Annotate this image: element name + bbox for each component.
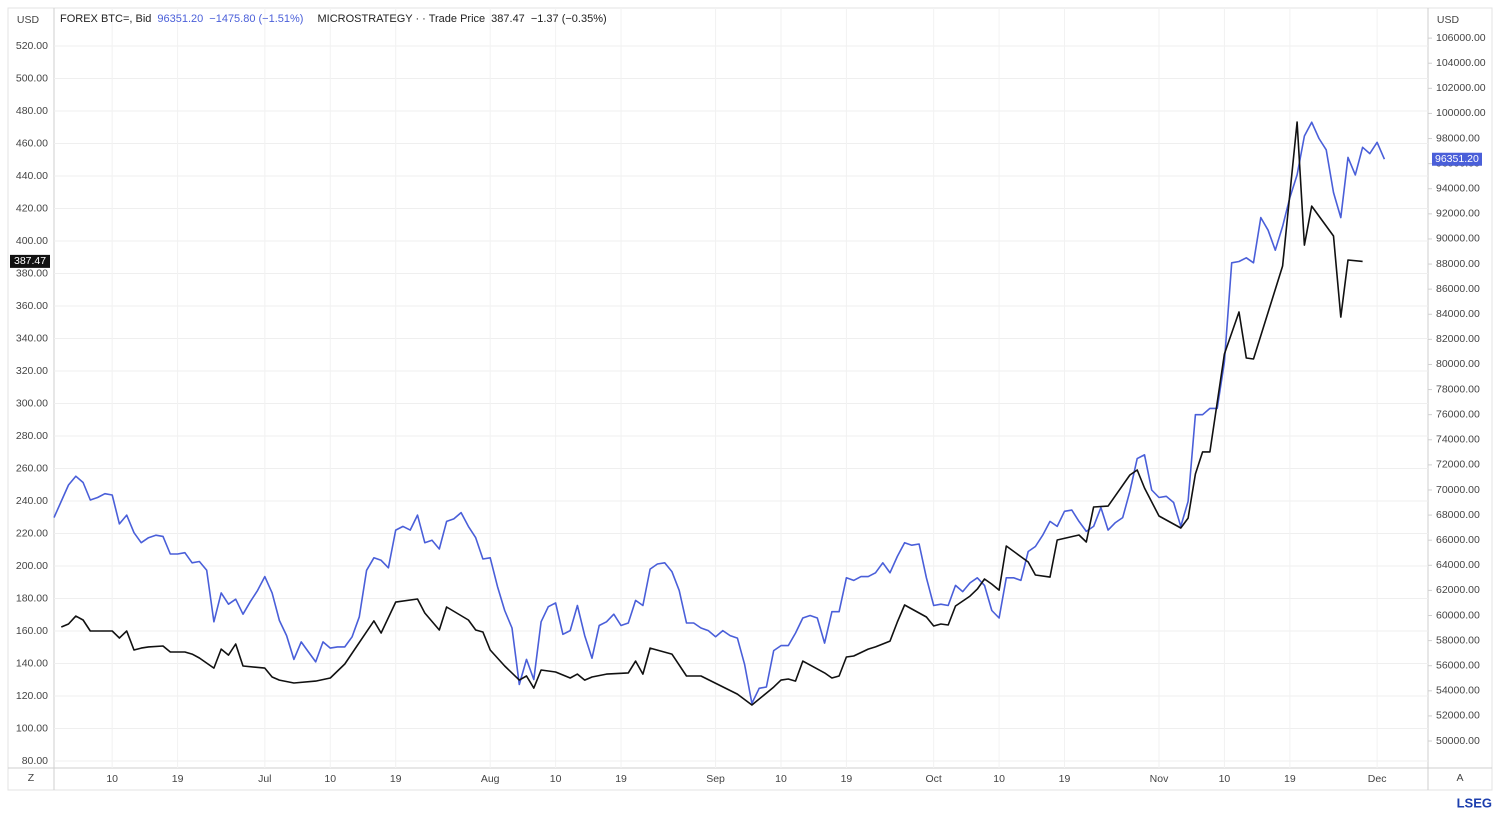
price-tag-label: 387.47 (14, 255, 46, 267)
y-tick-label: 480.00 (16, 105, 48, 117)
y2-tick-label: 54000.00 (1436, 685, 1480, 697)
y2-tick-label: 84000.00 (1436, 308, 1480, 320)
y2-tick-label: 76000.00 (1436, 408, 1480, 420)
y2-tick-label: 68000.00 (1436, 509, 1480, 521)
y2-tick-label: 72000.00 (1436, 459, 1480, 471)
y2-tick-label: 106000.00 (1436, 32, 1486, 44)
y2-tick-label: 88000.00 (1436, 258, 1480, 270)
price-tag (1432, 152, 1482, 166)
x-tick-label: Nov (1150, 773, 1169, 785)
y-tick-label: 280.00 (16, 430, 48, 442)
y2-tick-label: 50000.00 (1436, 735, 1480, 747)
y-tick-label: 180.00 (16, 592, 48, 604)
right-button[interactable]: A (1456, 772, 1463, 784)
legend-name: MICROSTRATEGY · · Trade Price (317, 13, 486, 25)
y-unit: USD (17, 14, 40, 26)
y2-tick-label: 102000.00 (1436, 82, 1486, 94)
y2-tick-label: 78000.00 (1436, 383, 1480, 395)
y-tick-label: 380.00 (16, 267, 48, 279)
y2-tick-label: 64000.00 (1436, 559, 1480, 571)
y-tick-label: 200.00 (16, 560, 48, 572)
y-tick-label: 140.00 (16, 657, 48, 669)
y-tick-label: 240.00 (16, 495, 48, 507)
x-tick-label: 19 (615, 773, 627, 785)
x-tick-label: 19 (1059, 773, 1071, 785)
y-tick-label: 120.00 (16, 690, 48, 702)
y-tick-label: 220.00 (16, 527, 48, 539)
x-tick-label: 10 (1219, 773, 1231, 785)
legend-quote: 387.47 (491, 13, 525, 25)
y-tick-label: 500.00 (16, 72, 48, 84)
x-tick-label: 10 (324, 773, 336, 785)
price-tag (10, 254, 50, 268)
y2-tick-label: 62000.00 (1436, 584, 1480, 596)
y2-tick-label: 82000.00 (1436, 333, 1480, 345)
y-tick-label: 160.00 (16, 625, 48, 637)
y-tick-label: 520.00 (16, 40, 48, 52)
y2-tick-label: 92000.00 (1436, 208, 1480, 220)
x-tick-label: 19 (390, 773, 402, 785)
x-tick-label: 10 (993, 773, 1005, 785)
y-tick-label: 420.00 (16, 202, 48, 214)
y-tick-label: 320.00 (16, 365, 48, 377)
y2-tick-label: 80000.00 (1436, 358, 1480, 370)
y-tick-label: 460.00 (16, 137, 48, 149)
x-tick-label: Oct (925, 773, 941, 785)
y-tick-label: 340.00 (16, 332, 48, 344)
brand-logo: LSEG (1457, 795, 1492, 810)
y-tick-label: 100.00 (16, 722, 48, 734)
y-tick-label: 440.00 (16, 170, 48, 182)
y2-tick-label: 58000.00 (1436, 634, 1480, 646)
x-tick-label: 19 (841, 773, 853, 785)
y-tick-label: 80.00 (22, 755, 48, 767)
y-tick-label: 300.00 (16, 397, 48, 409)
x-tick-label: Aug (481, 773, 500, 785)
left-button[interactable]: Z (28, 772, 35, 784)
x-tick-label: 19 (172, 773, 184, 785)
y2-tick-label: 74000.00 (1436, 434, 1480, 446)
y2-tick-label: 52000.00 (1436, 710, 1480, 722)
y2-tick-label: 70000.00 (1436, 484, 1480, 496)
x-tick-label: 19 (1284, 773, 1296, 785)
legend-quote: 96351.20 (157, 13, 204, 25)
price-tag-label: 96351.20 (1435, 153, 1479, 165)
series-line (60, 121, 1363, 706)
y2-tick-label: 56000.00 (1436, 659, 1480, 671)
legend-change: −1475.80 (−1.51%) (209, 13, 304, 25)
y2-tick-label: 100000.00 (1436, 107, 1486, 119)
legend-name: FOREX BTC=, Bid (60, 13, 152, 25)
frame (7, 7, 1493, 791)
x-tick-label: Dec (1368, 773, 1387, 785)
y2-tick-label: 86000.00 (1436, 283, 1480, 295)
x-tick-label: Sep (706, 773, 725, 785)
y-tick-label: 400.00 (16, 235, 48, 247)
y2-tick-label: 94000.00 (1436, 183, 1480, 195)
legend-change: −1.37 (−0.35%) (530, 13, 607, 25)
y-tick-label: 360.00 (16, 300, 48, 312)
legend: FOREX BTC=, Bid 96351.20 −1475.80 (−1.51%)… (60, 13, 613, 25)
y2-tick-label: 90000.00 (1436, 233, 1480, 245)
y-tick-label: 260.00 (16, 462, 48, 474)
x-tick-label: 10 (775, 773, 787, 785)
y2-unit: USD (1437, 14, 1460, 26)
series-line (53, 121, 1386, 705)
x-tick-label: 10 (106, 773, 118, 785)
y2-tick-label: 60000.00 (1436, 609, 1480, 621)
x-tick-label: Jul (258, 773, 271, 785)
y2-tick-label: 66000.00 (1436, 534, 1480, 546)
x-tick-label: 10 (550, 773, 562, 785)
y2-tick-label: 98000.00 (1436, 132, 1480, 144)
y2-tick-label: 104000.00 (1436, 57, 1486, 69)
